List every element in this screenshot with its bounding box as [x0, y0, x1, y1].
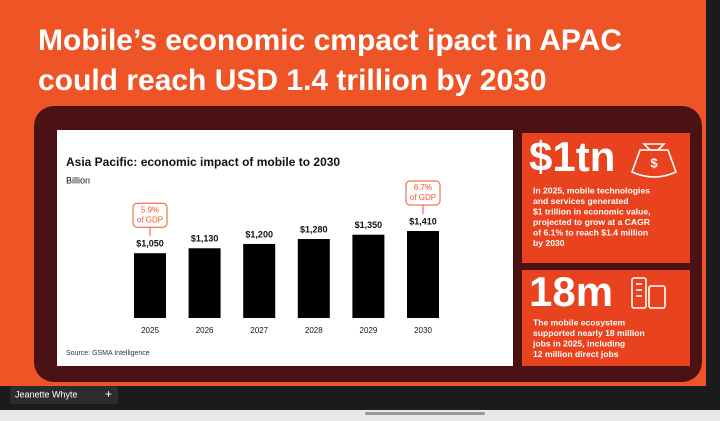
icon-people — [631, 277, 666, 309]
x-tick-label: 2029 — [360, 326, 378, 335]
annotation-text: of GDP — [137, 215, 163, 224]
value-label: $1,410 — [409, 216, 437, 226]
value-label: $1,200 — [245, 229, 273, 239]
chart-title: Asia Pacific: economic impact of mobile … — [66, 155, 340, 169]
bar — [188, 248, 221, 318]
scroll-thumb — [365, 412, 485, 415]
stat-value: 18m — [529, 268, 613, 315]
stat-text: jobs in 2025, including — [532, 338, 625, 348]
annotation-text: of GDP — [410, 193, 436, 202]
bar — [134, 253, 166, 318]
stat-text: $1 trillion in economic value, — [533, 206, 650, 216]
slide-title: could reach USD 1.4 trillion by 2030 — [38, 64, 547, 97]
bar — [352, 234, 385, 318]
x-tick-label: 2026 — [196, 326, 214, 335]
stat-text: and services generated — [533, 196, 629, 206]
annotation-text: 5.9% — [141, 205, 159, 214]
value-label: $1,050 — [136, 239, 164, 249]
stat-text: projected to grow at a CAGR — [533, 217, 651, 227]
stat-text: by 2030 — [533, 238, 565, 248]
value-label: $1,130 — [191, 234, 219, 244]
stat-text: The mobile ecosystem — [533, 317, 626, 327]
source: Source: GSMA Intelligence — [66, 350, 150, 357]
bar — [407, 231, 439, 318]
chart-subtitle: Billion — [66, 175, 90, 185]
add-button[interactable]: + — [105, 387, 112, 401]
participant-name: Jeanette Whyte — [15, 389, 78, 399]
stat-text: of 6.1% to reach $1.4 million — [533, 227, 648, 237]
value-label: $1,350 — [355, 220, 383, 230]
slide-title: Mobile’s economic cmpact ipact in APAC — [38, 24, 622, 57]
stat-value: $1tn — [529, 133, 615, 180]
bar — [297, 239, 330, 318]
annotation-text: 6.7% — [414, 183, 432, 192]
icon-dollar: $ — [650, 155, 658, 170]
stat-panel — [522, 133, 690, 263]
stat-text: 12 million direct jobs — [533, 349, 619, 359]
x-tick-label: 2027 — [250, 326, 268, 335]
icon-money — [630, 143, 678, 178]
stat-text: In 2025, mobile technologies — [533, 185, 650, 195]
value-label: $1,280 — [300, 224, 328, 234]
name-tag — [10, 386, 118, 404]
x-tick-label: 2030 — [414, 326, 432, 335]
bar — [243, 243, 276, 318]
bottom-bar — [0, 410, 720, 421]
x-tick-label: 2028 — [305, 326, 323, 335]
stat-text: supported nearly 18 million — [533, 328, 645, 338]
x-tick-label: 2025 — [141, 326, 159, 335]
